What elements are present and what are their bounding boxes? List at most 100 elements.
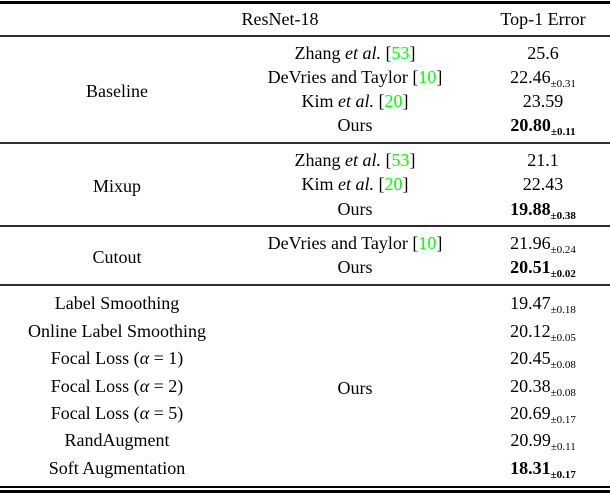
method-cell: Label Smoothing [54,293,180,314]
method-cell: Soft Augmentation [48,457,186,478]
std-dev-subscript: ±0.05 [550,331,576,344]
table-row: Label Smoothing Ours 19.47±0.18 [0,285,610,397]
group-ours-methods: Label Smoothing Ours 19.47±0.18 Online Labe… [0,285,610,487]
table-row: Baseline Zhang et al. [53] 25.6 [0,36,610,101]
top1-error-value: 19.88 [510,198,551,219]
citation-link[interactable]: 10 [418,67,437,87]
value-cell: 20.80±0.11 [476,114,610,143]
method-cell: Kim et al. [20] [301,174,409,195]
table-row: DeVries and Taylor [10] 22.46±0.31 [0,65,610,90]
top1-error-value: 20.38 [510,375,551,396]
table-row: Online Label Smoothing 20.12±0.05 [0,318,610,345]
table-row: Ours 20.80±0.11 [0,114,610,143]
table-row: Focal Loss (α = 2) 20.38±0.08 [0,372,610,399]
value-cell: 20.45±0.08 [476,345,610,372]
table-row: Soft Augmentation 18.31±0.17 [0,454,610,487]
citation-link[interactable]: 53 [391,149,410,170]
group-baseline: Baseline Zhang et al. [53] 25.6 DeVries and… [0,36,610,143]
table-row: Ours 20.51±0.02 [0,256,610,285]
value-cell: 19.88±0.38 [476,197,610,226]
top1-error-value: 19.47 [510,293,551,314]
table-bottom-rule [0,490,610,493]
citation-link[interactable]: 20 [384,174,403,195]
table-row: Focal Loss (α = 1) 20.45±0.08 [0,345,610,372]
citation-link[interactable]: 10 [418,232,437,253]
method-italic-text: α [139,402,150,423]
header-row: ResNet-18 Top-1 Error [0,3,610,37]
method-italic-text: et al. [338,174,375,195]
top1-error-value: 23.59 [522,91,564,112]
top1-error-value: 20.80 [510,115,551,136]
method-cell: Focal Loss (α = 5) [50,402,184,423]
std-dev-subscript: ±0.11 [550,126,576,139]
value-cell: 21.96±0.24 [476,226,610,256]
top1-error-value: 18.31 [510,457,551,478]
value-cell: 20.38±0.08 [476,372,610,399]
method-cell: Ours [337,257,373,278]
value-cell: 20.12±0.05 [476,318,610,345]
std-dev-subscript: ±0.17 [550,468,576,481]
std-dev-subscript: ±0.24 [550,243,576,256]
method-cell: Ours [337,198,373,219]
group-cutout: Cutout DeVries and Taylor [10] 21.96±0.24 O… [0,226,610,285]
group-label-mixup: Mixup [92,176,141,197]
method-italic-text: et al. [345,42,381,63]
std-dev-subscript: ±0.08 [550,386,576,399]
value-cell: 18.31±0.17 [476,454,610,487]
top1-error-value: 21.96 [510,232,551,253]
value-cell: 23.59 [476,90,610,114]
method-cell: Online Label Smoothing [28,320,206,341]
group-label-baseline: Baseline [86,81,148,102]
top1-error-value: 20.51 [510,257,551,278]
method-cell: DeVries and Taylor [10] [267,232,443,253]
method-italic-text: et al. [338,91,375,112]
results-table: ResNet-18 Top-1 Error Baseline Zhang et a… [0,1,610,488]
std-dev-subscript: ±0.17 [550,413,576,426]
std-dev-subscript: ±0.02 [550,268,576,281]
table-row: Kim et al. [20] 22.43 [0,173,610,197]
std-dev-subscript: ±0.18 [550,304,576,317]
method-cell: Focal Loss (α = 1) [50,348,184,369]
table-row: Ours 19.88±0.38 [0,197,610,226]
method-cell: DeVries and Taylor [10] [267,67,443,87]
table-row: Focal Loss (α = 5) 20.69±0.17 [0,400,610,427]
method-cell: RandAugment [64,430,170,451]
value-cell: 25.6 [476,36,610,65]
top1-error-value: 22.46 [510,67,551,87]
value-cell: 22.43 [476,173,610,197]
method-cell: Kim et al. [20] [301,91,409,112]
value-cell: 20.99±0.11 [476,427,610,454]
group-mixup: Mixup Zhang et al. [53] 21.1 Kim et al. [20… [0,143,610,226]
std-dev-subscript: ±0.08 [550,359,576,372]
value-cell: 21.1 [476,143,610,172]
column-header-top1-error: Top-1 Error [500,9,586,29]
value-cell: 20.69±0.17 [476,400,610,427]
group-label-cutout: Cutout [92,247,142,268]
value-cell: 20.51±0.02 [476,256,610,285]
top1-error-value: 20.12 [510,320,551,341]
value-cell: 22.46±0.31 [476,65,610,90]
top1-error-value: 20.45 [510,348,551,369]
citation-link[interactable]: 53 [391,42,410,63]
group-label-ours-methods: Ours [337,377,373,398]
citation-link[interactable]: 20 [384,91,403,112]
method-italic-text: et al. [345,149,381,170]
method-italic-text: α [139,375,150,396]
top1-error-value: 25.6 [527,42,559,63]
top1-error-value: 20.99 [510,430,551,451]
top1-error-value: 20.69 [510,402,551,423]
value-cell: 19.47±0.18 [476,285,610,318]
std-dev-subscript: ±0.38 [550,209,576,222]
top1-error-value: 21.1 [527,149,559,170]
table-header: ResNet-18 Top-1 Error [0,3,610,37]
table-row: Cutout DeVries and Taylor [10] 21.96±0.24 [0,226,610,267]
table-row: Mixup Zhang et al. [53] 21.1 [0,143,610,196]
method-cell: Zhang et al. [53] [294,42,416,63]
table-row: RandAugment 20.99±0.11 [0,427,610,454]
std-dev-subscript: ±0.31 [550,78,576,90]
method-cell: Zhang et al. [53] [294,149,416,170]
method-italic-text: α [139,348,150,369]
method-cell: Focal Loss (α = 2) [50,375,184,396]
column-header-model: ResNet-18 [241,9,319,29]
